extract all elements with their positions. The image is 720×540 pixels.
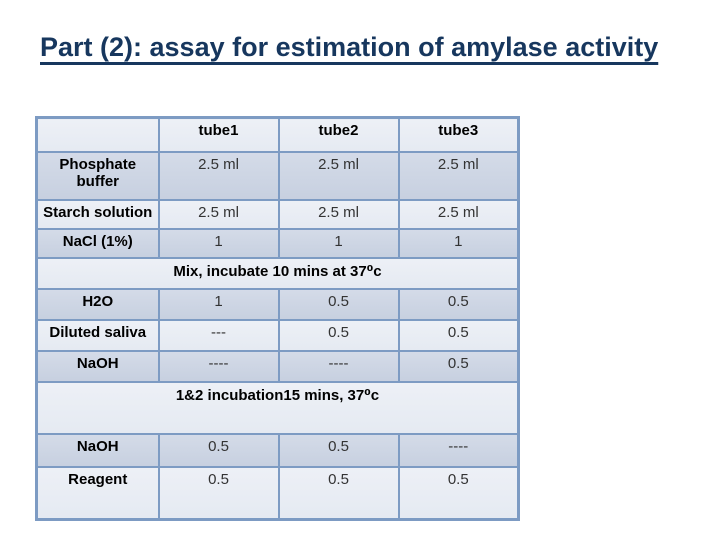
value-cell: 2.5 ml (397, 151, 520, 201)
column-header-tube2: tube2 (277, 116, 400, 153)
table-row-naoh-1: NaOH ---- ---- 0.5 (35, 350, 520, 383)
column-header-tube3: tube3 (397, 116, 520, 153)
value-cell: 1 (397, 228, 520, 259)
table-row-naoh-2: NaOH 0.5 0.5 ---- (35, 433, 520, 468)
note-cell-incubation: 1&2 incubation15 mins, 37⁰c (35, 381, 520, 435)
value-cell: 1 (157, 228, 280, 259)
value-cell: 2.5 ml (277, 199, 400, 230)
page-title: Part (2): assay for estimation of amylas… (40, 32, 659, 62)
value-cell: 0.5 (397, 288, 520, 321)
row-label-cell: H2O (35, 288, 160, 321)
row-label-cell: NaOH (35, 433, 160, 468)
table-row-starch-solution: Starch solution 2.5 ml 2.5 ml 2.5 ml (35, 199, 520, 230)
value-cell: ---- (397, 433, 520, 468)
value-cell: 1 (277, 228, 400, 259)
row-label-cell: Starch solution (35, 199, 160, 230)
value-cell: 1 (157, 288, 280, 321)
value-cell: 0.5 (397, 350, 520, 383)
value-cell: 0.5 (397, 466, 520, 521)
row-label-cell: NaCl (1%) (35, 228, 160, 259)
value-cell: 0.5 (277, 466, 400, 521)
table-row-diluted-saliva: Diluted saliva --- 0.5 0.5 (35, 319, 520, 352)
note-cell-mix: Mix, incubate 10 mins at 37⁰c (35, 257, 520, 290)
value-cell: 0.5 (277, 319, 400, 352)
header-row: tube1 tube2 tube3 (35, 116, 520, 153)
note-row-incubation: 1&2 incubation15 mins, 37⁰c (35, 381, 520, 435)
row-label-cell: NaOH (35, 350, 160, 383)
table-row-h2o: H2O 1 0.5 0.5 (35, 288, 520, 321)
value-cell: ---- (157, 350, 280, 383)
assay-table: tube1 tube2 tube3 Phosphate buffer 2.5 m… (35, 116, 520, 521)
value-cell: 0.5 (277, 288, 400, 321)
value-cell: 0.5 (157, 466, 280, 521)
value-cell: ---- (277, 350, 400, 383)
table-row-phosphate-buffer: Phosphate buffer 2.5 ml 2.5 ml 2.5 ml (35, 151, 520, 201)
value-cell: 2.5 ml (157, 151, 280, 201)
row-label-cell: Phosphate buffer (35, 151, 160, 201)
table-row-nacl: NaCl (1%) 1 1 1 (35, 228, 520, 259)
value-cell: 0.5 (397, 319, 520, 352)
value-cell: 0.5 (277, 433, 400, 468)
row-label-cell: Diluted saliva (35, 319, 160, 352)
value-cell: 2.5 ml (277, 151, 400, 201)
note-row-mix: Mix, incubate 10 mins at 37⁰c (35, 257, 520, 290)
value-cell: 0.5 (157, 433, 280, 468)
column-header-tube1: tube1 (157, 116, 280, 153)
row-label-cell: Reagent (35, 466, 160, 521)
table-row-reagent: Reagent 0.5 0.5 0.5 (35, 466, 520, 521)
value-cell: 2.5 ml (397, 199, 520, 230)
column-header-empty (35, 116, 160, 153)
value-cell: 2.5 ml (157, 199, 280, 230)
value-cell: --- (157, 319, 280, 352)
